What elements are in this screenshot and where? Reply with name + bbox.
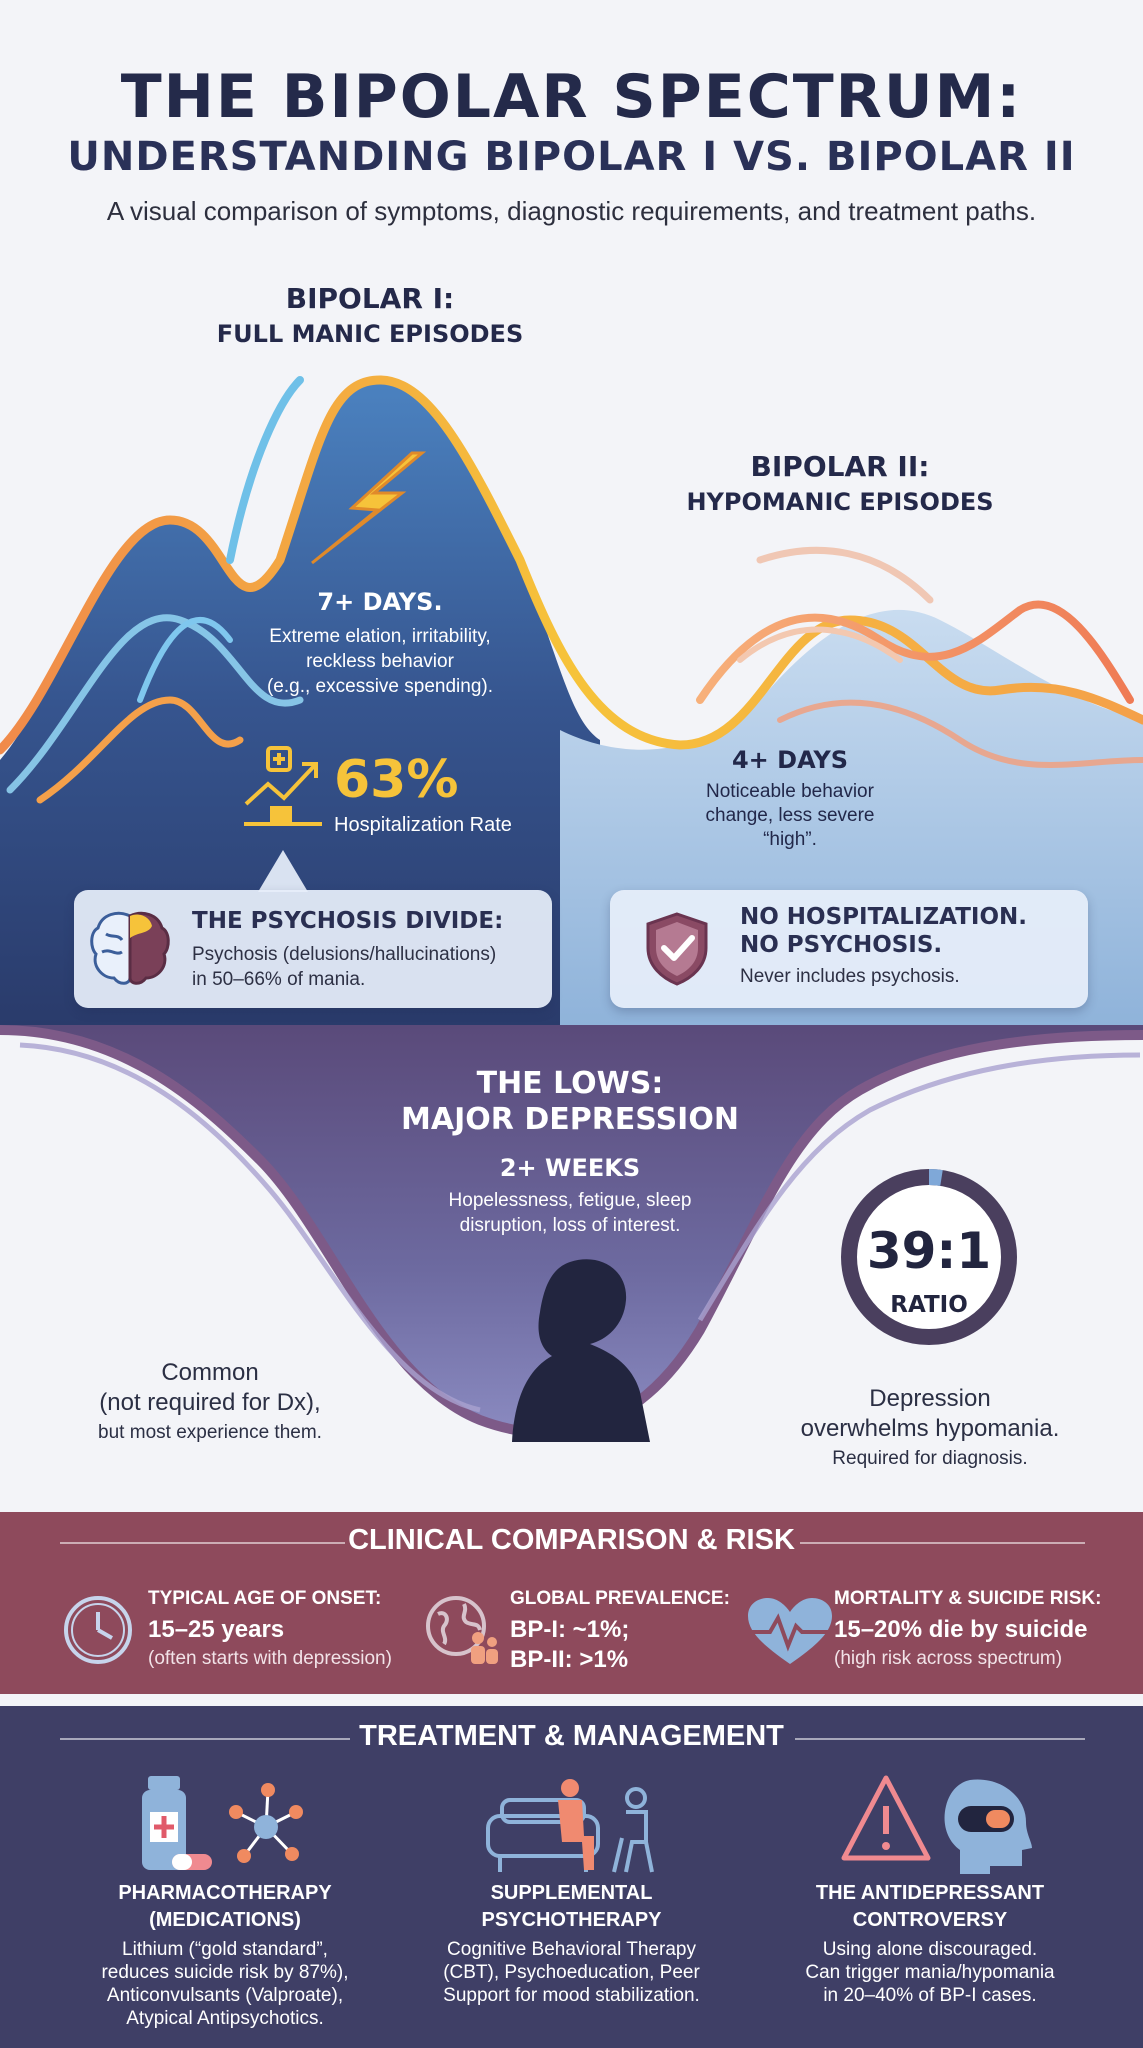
page-title: THE BIPOLAR SPECTRUM: bbox=[120, 62, 1023, 132]
onset-value: 15–25 years bbox=[148, 1616, 285, 1643]
onset-note: (often starts with depression) bbox=[148, 1648, 392, 1669]
pharmacotherapy-text: Lithium (“gold standard”, reduces suicid… bbox=[101, 1939, 349, 2029]
treatment-section: TREATMENT & MANAGEMENT PHARMACOTHERAPY (… bbox=[0, 1706, 1143, 2048]
clinical-section: CLINICAL COMPARISON & RISK TYPICAL AGE O… bbox=[0, 1512, 1143, 1694]
psychosis-card-text: Psychosis (delusions/hallucinations) in … bbox=[192, 944, 497, 990]
divider bbox=[60, 1738, 350, 1740]
heart-pulse-icon bbox=[744, 1596, 836, 1672]
onset-title: TYPICAL AGE OF ONSET: bbox=[148, 1588, 382, 1609]
divider bbox=[60, 1542, 345, 1544]
pharmacotherapy-title: PHARMACOTHERAPY (MEDICATIONS) bbox=[118, 1882, 332, 1931]
pill-bottle-molecule-icon bbox=[136, 1772, 316, 1886]
psychosis-card-title: THE PSYCHOSIS DIVIDE: bbox=[192, 908, 504, 934]
lows-subheading: MAJOR DEPRESSION bbox=[401, 1102, 739, 1137]
brain-icon bbox=[88, 908, 172, 992]
no-psychosis-text: Never includes psychosis. bbox=[740, 966, 960, 987]
shield-check-icon bbox=[642, 910, 712, 992]
bipolar1-subheading: FULL MANIC EPISODES bbox=[216, 320, 524, 348]
therapy-session-icon bbox=[484, 1776, 664, 1880]
prevalence-bp2: BP-II: >1% bbox=[510, 1646, 629, 1673]
page-subtitle-heading: UNDERSTANDING BIPOLAR I VS. BIPOLAR II bbox=[67, 134, 1076, 180]
ratio-label: RATIO bbox=[890, 1292, 968, 1318]
bipolar2-description: Noticeable behavior change, less severe … bbox=[705, 781, 875, 850]
bipolar1-duration: 7+ DAYS. bbox=[317, 588, 443, 616]
globe-people-icon bbox=[424, 1592, 500, 1672]
psychotherapy-text: Cognitive Behavioral Therapy (CBT), Psyc… bbox=[443, 1939, 700, 2006]
hospitalization-rate-value: 63% bbox=[334, 750, 459, 810]
no-hospitalization-card: NO HOSPITALIZATION. NO PSYCHOSIS. Never … bbox=[610, 890, 1088, 1008]
psychotherapy-title: SUPPLEMENTAL PSYCHOTHERAPY bbox=[481, 1882, 662, 1931]
mortality-note: (high risk across spectrum) bbox=[834, 1648, 1063, 1669]
bipolar1-heading: BIPOLAR I: bbox=[285, 282, 455, 315]
hospital-chart-icon bbox=[238, 742, 328, 836]
lows-left-note: Common (not required for Dx), but most e… bbox=[98, 1359, 322, 1443]
warning-head-switch-icon bbox=[840, 1770, 1040, 1884]
treatment-section-title: TREATMENT & MANAGEMENT bbox=[359, 1720, 784, 1752]
ratio-value: 39:1 bbox=[866, 1222, 992, 1280]
bipolar2-subheading: HYPOMANIC EPISODES bbox=[686, 488, 994, 516]
no-psychosis-title: NO PSYCHOSIS. bbox=[740, 932, 943, 958]
divider bbox=[795, 1738, 1085, 1740]
bipolar2-duration: 4+ DAYS bbox=[731, 746, 849, 774]
ratio-donut bbox=[841, 1169, 1017, 1345]
antidepressant-title: THE ANTIDEPRESSANT CONTROVERSY bbox=[815, 1882, 1045, 1931]
clinical-section-title: CLINICAL COMPARISON & RISK bbox=[348, 1524, 795, 1556]
page-description: A visual comparison of symptoms, diagnos… bbox=[106, 196, 1037, 226]
card-pointer bbox=[258, 850, 308, 892]
divider bbox=[800, 1542, 1085, 1544]
prevalence-bp1: BP-I: ~1%; bbox=[510, 1616, 630, 1643]
prevalence-title: GLOBAL PREVALENCE: bbox=[510, 1588, 730, 1609]
clock-icon bbox=[62, 1594, 134, 1670]
lows-description: Hopelessness, fetigue, sleep disruption,… bbox=[448, 1190, 692, 1236]
bipolar2-heading: BIPOLAR II: bbox=[750, 450, 930, 483]
psychosis-divide-card: THE PSYCHOSIS DIVIDE: Psychosis (delusio… bbox=[74, 890, 552, 1008]
no-hospitalization-title: NO HOSPITALIZATION. bbox=[740, 904, 1027, 930]
ratio-note: Depression overwhelms hypomania. Require… bbox=[800, 1385, 1060, 1469]
mortality-title: MORTALITY & SUICIDE RISK: bbox=[834, 1588, 1102, 1609]
lows-duration: 2+ WEEKS bbox=[499, 1154, 641, 1182]
lows-heading: THE LOWS: bbox=[476, 1066, 664, 1101]
lightning-icon bbox=[282, 448, 442, 572]
mortality-value: 15–20% die by suicide bbox=[834, 1616, 1088, 1643]
hospitalization-rate-label: Hospitalization Rate bbox=[334, 814, 512, 836]
bipolar1-description: Extreme elation, irritability, reckless … bbox=[266, 626, 493, 697]
ratio-minor-arc bbox=[841, 1169, 1017, 1345]
silhouette-icon bbox=[500, 1252, 670, 1446]
antidepressant-text: Using alone discouraged. Can trigger man… bbox=[805, 1939, 1055, 2006]
